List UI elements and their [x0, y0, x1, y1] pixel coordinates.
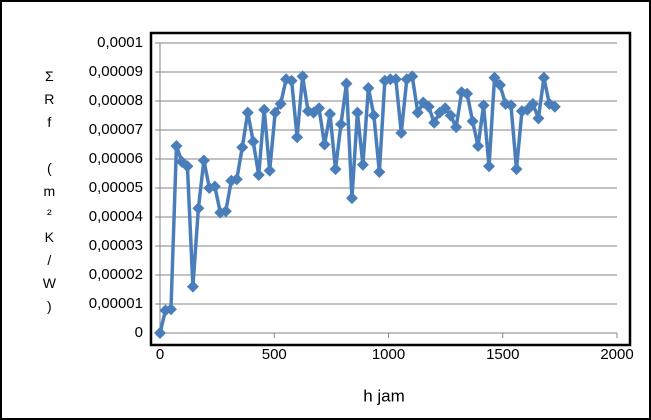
data-point: [526, 97, 539, 110]
data-point: [450, 121, 463, 134]
y-tick-label: 0,00001: [89, 295, 143, 312]
data-point: [291, 131, 304, 144]
x-tick-label: 1500: [486, 346, 519, 363]
data-point: [334, 118, 347, 131]
data-point: [340, 77, 353, 90]
data-point: [296, 70, 309, 83]
data-point: [483, 160, 496, 173]
y-tick-label: 0,00002: [89, 266, 143, 283]
data-point: [197, 154, 210, 167]
data-point: [247, 135, 260, 148]
data-point: [439, 102, 452, 115]
data-point: [181, 160, 194, 173]
data-point: [230, 173, 243, 186]
data-point: [192, 202, 205, 215]
data-point: [258, 103, 271, 116]
data-point: [395, 126, 408, 139]
data-point: [274, 97, 287, 110]
y-tick-label: 0,00003: [89, 237, 143, 254]
data-point: [389, 73, 402, 86]
data-point: [428, 116, 441, 129]
y-tick-label: 0,00007: [89, 121, 143, 138]
data-point: [263, 164, 276, 177]
data-point: [488, 71, 501, 84]
x-tick-label: 2000: [600, 346, 633, 363]
data-point: [356, 158, 369, 171]
data-point: [170, 139, 183, 152]
x-tick-label: 0: [156, 346, 164, 363]
data-point: [313, 102, 326, 115]
data-point: [208, 180, 221, 193]
y-tick-label: 0,00004: [89, 208, 143, 225]
data-point: [373, 166, 386, 179]
x-tick-label: 500: [262, 346, 287, 363]
data-point: [324, 108, 337, 121]
data-point: [411, 106, 424, 119]
data-point: [537, 71, 550, 84]
data-point: [269, 106, 282, 119]
data-point: [466, 115, 479, 128]
data-point: [548, 100, 561, 113]
data-point: [472, 139, 485, 152]
data-point: [494, 79, 507, 92]
data-point: [186, 280, 199, 293]
data-point: [318, 138, 331, 151]
data-point: [164, 303, 177, 316]
y-tick-label: 0,00009: [89, 63, 143, 80]
data-point: [362, 81, 375, 94]
data-point: [532, 112, 545, 125]
data-point: [367, 109, 380, 122]
data-point: [236, 141, 249, 154]
data-point: [345, 192, 358, 205]
y-tick-label: 0,00006: [89, 150, 143, 167]
data-point: [329, 163, 342, 176]
data-point: [510, 163, 523, 176]
data-point: [241, 106, 254, 119]
y-tick-label: 0,00008: [89, 92, 143, 109]
y-tick-label: 0: [135, 324, 143, 341]
data-point: [252, 168, 265, 181]
x-tick-label: 1000: [372, 346, 405, 363]
y-tick-label: 0,00005: [89, 179, 143, 196]
data-point: [219, 205, 232, 218]
x-axis-label: h jam: [363, 386, 405, 405]
data-point: [406, 70, 419, 83]
data-point: [444, 109, 457, 122]
data-point: [504, 99, 517, 112]
data-point: [477, 99, 490, 112]
y-axis-label: ΣRf (m²K/W): [41, 68, 57, 321]
y-tick-label: 0,0001: [97, 34, 143, 51]
data-point: [285, 74, 298, 87]
data-point: [461, 87, 474, 100]
data-point: [351, 106, 364, 119]
data-point: [422, 100, 435, 113]
data-point: [154, 327, 166, 339]
